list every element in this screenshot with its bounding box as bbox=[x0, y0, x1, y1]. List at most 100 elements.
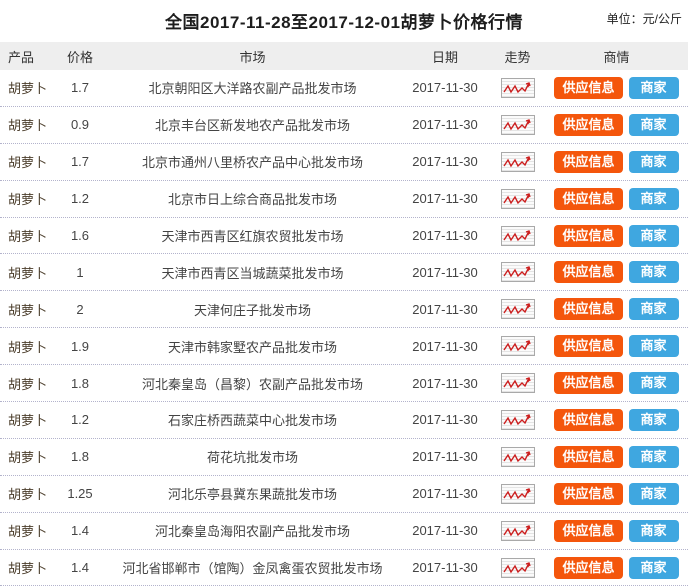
date-cell: 2017-11-30 bbox=[412, 117, 478, 133]
date-cell: 2017-11-30 bbox=[412, 191, 478, 207]
merchant-button[interactable]: 商家 bbox=[628, 113, 679, 136]
table-row: 胡萝卜 2 天津何庄子批发市场 2017-11-30 供应信息 商家 bbox=[0, 291, 688, 329]
product-cell: 胡萝卜 bbox=[8, 450, 48, 466]
date-cell: 2017-11-30 bbox=[412, 80, 478, 96]
trend-chart-icon[interactable] bbox=[500, 446, 535, 467]
price-cell: 1.2 bbox=[70, 412, 90, 428]
trend-cell bbox=[490, 77, 545, 98]
trend-chart-icon[interactable] bbox=[500, 151, 535, 172]
price-cell: 1.4 bbox=[70, 560, 90, 576]
table-row: 胡萝卜 1.8 荷花坑批发市场 2017-11-30 供应信息 商家 bbox=[0, 439, 688, 476]
merchant-button[interactable]: 商家 bbox=[628, 372, 679, 395]
price-cell: 1.4 bbox=[70, 523, 90, 539]
table-header-row: 产品 价格 市场 日期 走势 商情 bbox=[0, 42, 688, 70]
header-price: 价格 bbox=[66, 49, 93, 65]
trend-cell bbox=[490, 336, 545, 357]
date-cell: 2017-11-30 bbox=[412, 560, 478, 576]
supply-info-button[interactable]: 供应信息 bbox=[554, 113, 623, 136]
supply-info-button[interactable]: 供应信息 bbox=[554, 519, 623, 542]
table-row: 胡萝卜 1 天津市西青区当城蔬菜批发市场 2017-11-30 供应信息 商家 bbox=[0, 254, 688, 292]
merchant-button[interactable]: 商家 bbox=[628, 556, 679, 579]
merchant-button[interactable]: 商家 bbox=[628, 519, 679, 542]
info-cell: 供应信息 商家 bbox=[545, 482, 688, 505]
supply-info-button[interactable]: 供应信息 bbox=[554, 445, 623, 468]
merchant-button[interactable]: 商家 bbox=[628, 187, 679, 210]
price-cell: 1.6 bbox=[70, 228, 90, 243]
table-row: 胡萝卜 1.2 北京市日上综合商品批发市场 2017-11-30 供应信息 商家 bbox=[0, 181, 688, 218]
supply-info-button[interactable]: 供应信息 bbox=[554, 408, 623, 431]
date-cell: 2017-11-30 bbox=[412, 301, 478, 317]
supply-info-button[interactable]: 供应信息 bbox=[554, 335, 623, 358]
price-cell: 1.7 bbox=[70, 154, 90, 170]
product-cell: 胡萝卜 bbox=[8, 524, 48, 540]
date-cell: 2017-11-30 bbox=[412, 264, 478, 280]
price-cell: 1.2 bbox=[70, 191, 90, 207]
merchant-button[interactable]: 商家 bbox=[628, 224, 679, 247]
header-market: 市场 bbox=[239, 49, 266, 65]
trend-chart-icon[interactable] bbox=[500, 114, 535, 135]
merchant-button[interactable]: 商家 bbox=[628, 335, 679, 358]
info-cell: 供应信息 商家 bbox=[545, 76, 688, 99]
table-row: 胡萝卜 1.7 北京市通州八里桥农产品中心批发市场 2017-11-30 供应信… bbox=[0, 144, 688, 181]
trend-chart-icon[interactable] bbox=[500, 520, 535, 541]
price-cell: 1 bbox=[76, 264, 84, 280]
merchant-button[interactable]: 商家 bbox=[628, 408, 679, 431]
trend-cell bbox=[490, 409, 545, 430]
supply-info-button[interactable]: 供应信息 bbox=[554, 482, 623, 505]
page-title: 全国2017-11-28至2017-12-01胡萝卜价格行情 bbox=[165, 13, 523, 32]
merchant-button[interactable]: 商家 bbox=[628, 445, 679, 468]
market-cell: 荷花坑批发市场 bbox=[206, 450, 298, 466]
supply-info-button[interactable]: 供应信息 bbox=[554, 224, 623, 247]
trend-chart-icon[interactable] bbox=[500, 77, 535, 98]
info-cell: 供应信息 商家 bbox=[545, 298, 688, 321]
supply-info-button[interactable]: 供应信息 bbox=[554, 556, 623, 579]
supply-info-button[interactable]: 供应信息 bbox=[554, 261, 623, 284]
table-row: 胡萝卜 1.2 石家庄桥西蔬菜中心批发市场 2017-11-30 供应信息 商家 bbox=[0, 402, 688, 439]
supply-info-button[interactable]: 供应信息 bbox=[554, 298, 623, 321]
info-cell: 供应信息 商家 bbox=[545, 113, 688, 136]
date-cell: 2017-11-30 bbox=[412, 154, 478, 170]
market-cell: 天津何庄子批发市场 bbox=[193, 302, 311, 318]
market-cell: 北京朝阳区大洋路农副产品批发市场 bbox=[148, 81, 357, 97]
product-cell: 胡萝卜 bbox=[8, 229, 48, 244]
trend-chart-icon[interactable] bbox=[500, 336, 535, 357]
price-cell: 2 bbox=[76, 301, 84, 317]
merchant-button[interactable]: 商家 bbox=[628, 261, 679, 284]
trend-chart-icon[interactable] bbox=[500, 483, 535, 504]
date-cell: 2017-11-30 bbox=[412, 486, 478, 502]
table-row: 胡萝卜 1.8 河北秦皇岛（昌黎）农副产品批发市场 2017-11-30 供应信… bbox=[0, 365, 688, 403]
trend-chart-icon[interactable] bbox=[500, 262, 535, 283]
table-row: 胡萝卜 1.9 天津市韩家墅农产品批发市场 2017-11-30 供应信息 商家 bbox=[0, 328, 688, 366]
market-cell: 北京市日上综合商品批发市场 bbox=[167, 192, 337, 208]
supply-info-button[interactable]: 供应信息 bbox=[554, 76, 623, 99]
date-cell: 2017-11-30 bbox=[412, 228, 478, 243]
trend-cell bbox=[490, 520, 545, 541]
trend-chart-icon[interactable] bbox=[500, 557, 535, 578]
merchant-button[interactable]: 商家 bbox=[628, 150, 679, 173]
table-row: 胡萝卜 1.6 天津市西青区红旗农贸批发市场 2017-11-30 供应信息 商… bbox=[0, 218, 688, 255]
supply-info-button[interactable]: 供应信息 bbox=[554, 150, 623, 173]
trend-chart-icon[interactable] bbox=[500, 373, 535, 394]
trend-chart-icon[interactable] bbox=[500, 225, 535, 246]
product-cell: 胡萝卜 bbox=[8, 339, 48, 355]
product-cell: 胡萝卜 bbox=[8, 155, 48, 171]
date-cell: 2017-11-30 bbox=[412, 449, 478, 465]
header-product: 产品 bbox=[8, 49, 35, 65]
product-cell: 胡萝卜 bbox=[8, 561, 48, 577]
merchant-button[interactable]: 商家 bbox=[628, 482, 679, 505]
merchant-button[interactable]: 商家 bbox=[628, 76, 679, 99]
price-cell: 0.9 bbox=[70, 117, 90, 133]
info-cell: 供应信息 商家 bbox=[545, 372, 688, 395]
price-cell: 1.8 bbox=[70, 375, 90, 391]
supply-info-button[interactable]: 供应信息 bbox=[554, 372, 623, 395]
trend-cell bbox=[490, 262, 545, 283]
price-cell: 1.25 bbox=[67, 486, 93, 502]
trend-chart-icon[interactable] bbox=[500, 299, 535, 320]
trend-chart-icon[interactable] bbox=[500, 409, 535, 430]
merchant-button[interactable]: 商家 bbox=[628, 298, 679, 321]
trend-chart-icon[interactable] bbox=[500, 188, 535, 209]
market-cell: 河北乐亭县冀东果蔬批发市场 bbox=[167, 487, 337, 503]
supply-info-button[interactable]: 供应信息 bbox=[554, 187, 623, 210]
trend-cell bbox=[490, 557, 545, 578]
trend-cell bbox=[490, 225, 545, 246]
